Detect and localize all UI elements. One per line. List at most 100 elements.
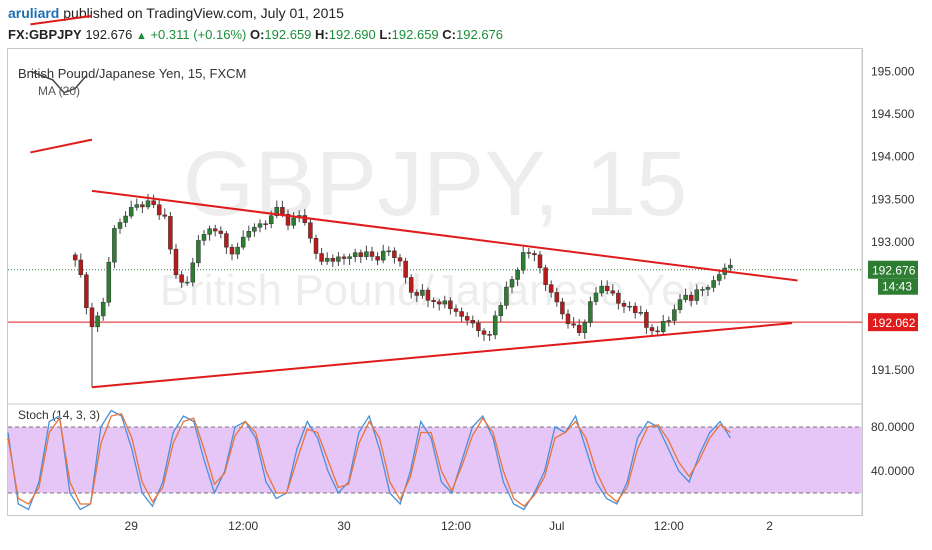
candle bbox=[151, 200, 156, 205]
candle bbox=[386, 250, 392, 253]
candle bbox=[705, 287, 711, 290]
candle bbox=[218, 230, 224, 234]
candle bbox=[156, 204, 162, 216]
candle bbox=[425, 289, 431, 301]
low-label: L: bbox=[379, 27, 392, 42]
candle bbox=[526, 252, 532, 254]
candle bbox=[700, 289, 705, 291]
price-tick-label: 194.500 bbox=[871, 107, 915, 121]
candle bbox=[106, 261, 112, 303]
time-tick-label: 30 bbox=[337, 519, 351, 533]
candle bbox=[212, 228, 218, 232]
candle bbox=[324, 257, 330, 262]
candle bbox=[616, 292, 621, 304]
candle bbox=[610, 290, 616, 294]
candle bbox=[302, 215, 308, 223]
author-link[interactable]: aruliard bbox=[8, 5, 60, 21]
candle bbox=[123, 215, 128, 223]
price-tick-label: 191.500 bbox=[871, 363, 915, 377]
candle bbox=[201, 234, 207, 241]
candle bbox=[520, 252, 526, 271]
candle bbox=[184, 281, 190, 284]
candle bbox=[621, 303, 627, 307]
candle bbox=[134, 204, 140, 208]
open-label: O: bbox=[249, 27, 265, 42]
symbol-label: FX:GBPJPY bbox=[8, 27, 82, 42]
candle bbox=[627, 305, 632, 308]
candle bbox=[560, 301, 565, 315]
candle bbox=[257, 223, 263, 228]
watermark-symbol: GBPJPY, 15 bbox=[183, 133, 688, 235]
time-tick-label: 12:00 bbox=[654, 519, 684, 533]
candle bbox=[240, 236, 246, 248]
candle bbox=[78, 259, 84, 275]
candle bbox=[168, 216, 173, 250]
time-tick-label: Jul bbox=[549, 519, 564, 533]
candle bbox=[72, 254, 78, 261]
candle bbox=[140, 204, 145, 208]
candle bbox=[464, 316, 470, 321]
candle bbox=[420, 289, 425, 296]
trendline bbox=[30, 138, 93, 154]
candle bbox=[509, 279, 515, 288]
candle bbox=[285, 214, 291, 226]
candle bbox=[588, 301, 593, 323]
candle bbox=[442, 300, 448, 305]
candle bbox=[666, 320, 672, 322]
candle bbox=[224, 233, 229, 248]
candle bbox=[246, 230, 252, 238]
candle bbox=[515, 269, 520, 280]
candle bbox=[358, 252, 364, 257]
candle bbox=[593, 292, 599, 302]
candle bbox=[196, 240, 201, 264]
candle bbox=[330, 257, 336, 262]
candle bbox=[694, 289, 700, 301]
stoch-band bbox=[8, 427, 862, 493]
time-tick-label: 29 bbox=[125, 519, 139, 533]
candle bbox=[504, 286, 509, 306]
time-tick-label: 12:00 bbox=[228, 519, 258, 533]
candle bbox=[470, 320, 476, 324]
candle bbox=[672, 309, 677, 321]
candle bbox=[431, 300, 436, 303]
price-tick-label: 193.000 bbox=[871, 235, 915, 249]
candle bbox=[476, 322, 481, 332]
candle bbox=[128, 207, 134, 217]
stoch-series-line bbox=[7, 413, 731, 508]
candle bbox=[459, 311, 464, 317]
candle bbox=[649, 327, 655, 332]
candle bbox=[341, 256, 347, 259]
candle bbox=[604, 285, 610, 291]
candle bbox=[632, 305, 638, 314]
candle bbox=[145, 200, 151, 208]
candle bbox=[112, 228, 117, 263]
candle bbox=[369, 251, 375, 257]
candle bbox=[252, 226, 257, 232]
candle bbox=[599, 285, 604, 294]
candle bbox=[319, 253, 324, 262]
high-value: 192.690 bbox=[328, 27, 376, 42]
candle bbox=[492, 315, 498, 336]
stoch-tick-label: 80.0000 bbox=[871, 420, 915, 434]
ma-label: MA (20) bbox=[38, 84, 80, 98]
low-value: 192.659 bbox=[391, 27, 439, 42]
candle bbox=[644, 312, 649, 328]
candle bbox=[375, 256, 380, 261]
candle bbox=[576, 324, 582, 333]
countdown-badge bbox=[878, 278, 918, 295]
last-price-badge bbox=[868, 260, 918, 279]
last-price: 192.676 bbox=[85, 27, 133, 42]
publish-info: aruliard published on TradingView.com, J… bbox=[8, 5, 344, 21]
candle bbox=[716, 274, 722, 281]
trendline bbox=[91, 322, 793, 389]
candle bbox=[313, 238, 319, 254]
high-label: H: bbox=[315, 27, 329, 42]
trendline bbox=[30, 14, 93, 26]
candle bbox=[638, 312, 644, 314]
candle bbox=[498, 305, 504, 317]
candle bbox=[84, 274, 89, 309]
candle bbox=[683, 294, 688, 300]
candle bbox=[403, 260, 408, 278]
candle bbox=[268, 215, 274, 225]
